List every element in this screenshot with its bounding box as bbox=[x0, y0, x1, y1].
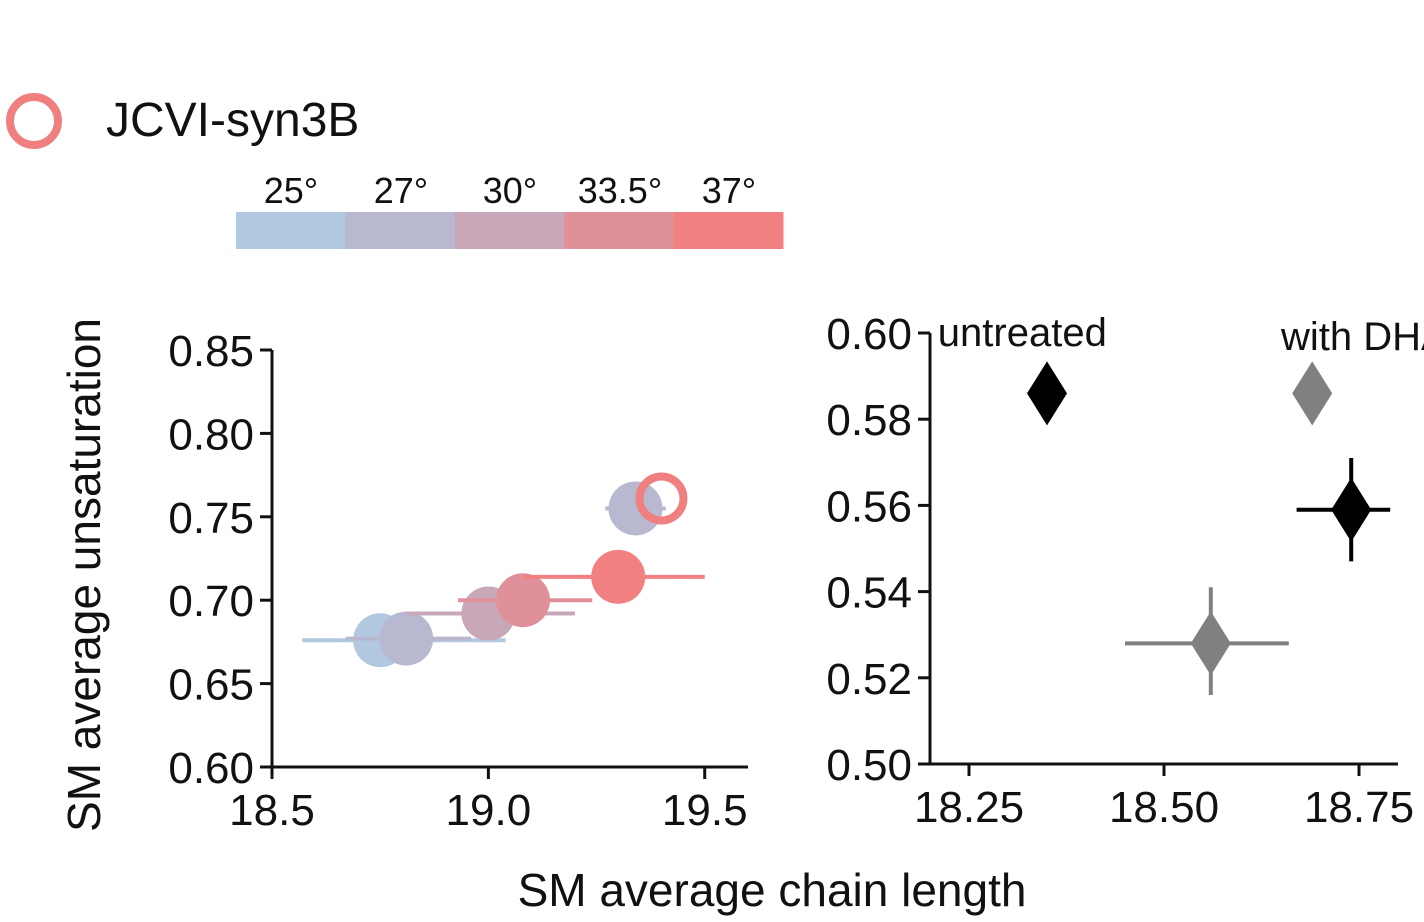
x-tick-label: 18.5 bbox=[229, 786, 315, 835]
colorbar-swatch bbox=[673, 212, 784, 249]
legend-open-circle-marker bbox=[6, 93, 62, 149]
colorbar-swatch bbox=[454, 212, 565, 249]
colorbar-label: 33.5° bbox=[578, 170, 662, 211]
diamond-point bbox=[1027, 361, 1067, 426]
x-axis-label: SM average chain length bbox=[518, 864, 1027, 916]
x-tick-label: 18.75 bbox=[1304, 783, 1414, 832]
colorbar-label: 30° bbox=[483, 170, 537, 211]
y-tick-label: 0.65 bbox=[168, 661, 254, 710]
colorbar-label: 37° bbox=[702, 170, 756, 211]
colorbar-label: 27° bbox=[374, 170, 428, 211]
x-tick-label: 18.50 bbox=[1109, 783, 1219, 832]
x-tick-label: 19.0 bbox=[446, 786, 532, 835]
temperature-colorbar: 25° 27° 30° 33.5° 37° bbox=[236, 170, 784, 249]
y-tick-label: 0.50 bbox=[826, 741, 912, 790]
diamond-point bbox=[1331, 477, 1372, 542]
open-circle-point bbox=[635, 472, 688, 525]
x-tick-label: 18.25 bbox=[914, 783, 1024, 832]
y-axis-label: SM average unsaturation bbox=[58, 318, 110, 832]
colorbar-swatch bbox=[345, 212, 456, 249]
panel-annotation: with DHA bbox=[1280, 315, 1424, 359]
colorbar-swatch bbox=[236, 212, 346, 249]
filled-circle-point bbox=[608, 481, 663, 536]
y-tick-label: 0.75 bbox=[168, 494, 254, 543]
y-tick-label: 0.52 bbox=[826, 655, 912, 704]
filled-circle-point bbox=[591, 549, 646, 604]
y-tick-label: 0.56 bbox=[826, 482, 912, 531]
right-panel: 18.25 18.50 18.75 0.50 0.52 0.54 0.56 0.58 0.60 u… bbox=[826, 310, 1424, 832]
left-panel: 18.5 19.0 19.5 0.60 0.65 0.70 0.75 0.80 0.85 bbox=[168, 327, 748, 835]
filled-circle-point bbox=[495, 573, 550, 628]
y-tick-label: 0.54 bbox=[826, 569, 912, 618]
x-tick-label: 19.5 bbox=[662, 786, 748, 835]
y-tick-label: 0.85 bbox=[168, 327, 254, 376]
y-tick-label: 0.70 bbox=[168, 577, 254, 626]
colorbar-swatch bbox=[564, 212, 675, 249]
y-tick-label: 0.58 bbox=[826, 396, 912, 445]
y-tick-label: 0.60 bbox=[826, 310, 912, 359]
diamond-point bbox=[1292, 361, 1333, 426]
panel-annotation: untreated bbox=[938, 311, 1107, 355]
y-tick-label: 0.80 bbox=[168, 410, 254, 459]
colorbar-label: 25° bbox=[264, 170, 318, 211]
legend-label: JCVI-syn3B bbox=[106, 94, 359, 147]
diamond-point bbox=[1190, 611, 1231, 676]
filled-circle-point bbox=[379, 611, 434, 666]
y-tick-label: 0.60 bbox=[168, 744, 254, 793]
